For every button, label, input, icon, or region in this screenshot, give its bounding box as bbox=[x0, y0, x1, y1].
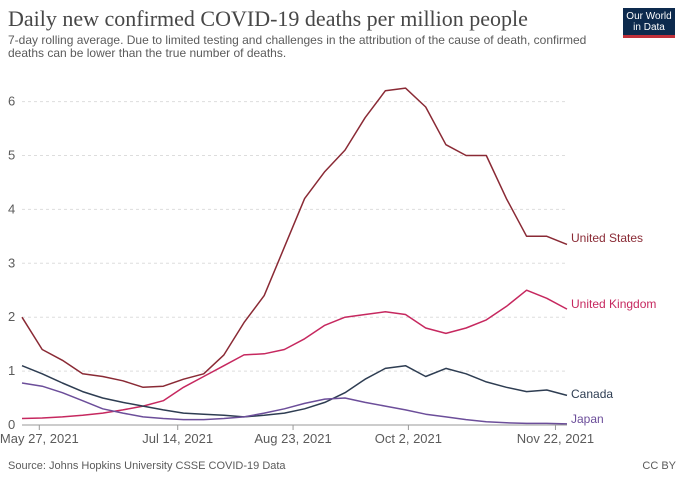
series-line-japan[interactable] bbox=[21, 382, 568, 425]
series-layer bbox=[21, 87, 568, 425]
label-layer: United States United Kingdom Canada Japan bbox=[571, 231, 656, 426]
series-line-united-states[interactable] bbox=[21, 87, 568, 389]
y-tick-label-2: 2 bbox=[8, 309, 15, 324]
x-tick-label-0: May 27, 2021 bbox=[0, 431, 79, 446]
chart-title: Daily new confirmed COVID-19 deaths per … bbox=[8, 6, 528, 31]
x-tick-label-3: Oct 2, 2021 bbox=[375, 431, 442, 446]
x-tick-label-2: Aug 23, 2021 bbox=[254, 431, 331, 446]
x-tick-label-1: Jul 14, 2021 bbox=[142, 431, 213, 446]
y-tick-label-6: 6 bbox=[8, 94, 15, 109]
y-tick-label-0: 0 bbox=[8, 417, 15, 432]
series-label-united-states[interactable]: United States bbox=[571, 231, 643, 245]
license-note[interactable]: CC BY bbox=[642, 460, 676, 472]
series-label-canada[interactable]: Canada bbox=[571, 387, 613, 401]
source-note[interactable]: Source: Johns Hopkins University CSSE CO… bbox=[8, 460, 286, 472]
logo-accent-bar bbox=[623, 35, 675, 38]
chart-subtitle: 7-day rolling average. Due to limited te… bbox=[8, 33, 587, 60]
y-tick-label-4: 4 bbox=[8, 201, 15, 216]
y-tick-label-1: 1 bbox=[8, 363, 15, 378]
logo-line-1: Our World bbox=[626, 11, 672, 22]
logo-line-2: in Data bbox=[633, 22, 665, 33]
x-tick-label-4: Nov 22, 2021 bbox=[517, 431, 594, 446]
series-label-japan[interactable]: Japan bbox=[571, 412, 604, 426]
y-tick-label-3: 3 bbox=[8, 255, 15, 270]
y-tick-label-5: 5 bbox=[8, 147, 15, 162]
series-label-united-kingdom[interactable]: United Kingdom bbox=[571, 297, 656, 311]
owid-logo[interactable]: Our World in Data bbox=[623, 8, 675, 38]
series-line-united-kingdom[interactable] bbox=[21, 289, 568, 420]
axis-layer: 0 1 2 3 4 5 6 May 27, 2021 Jul 14, 2021 Aug 23, 2… bbox=[0, 94, 594, 446]
grid-layer bbox=[22, 101, 567, 372]
series-line-canada[interactable] bbox=[21, 364, 568, 418]
